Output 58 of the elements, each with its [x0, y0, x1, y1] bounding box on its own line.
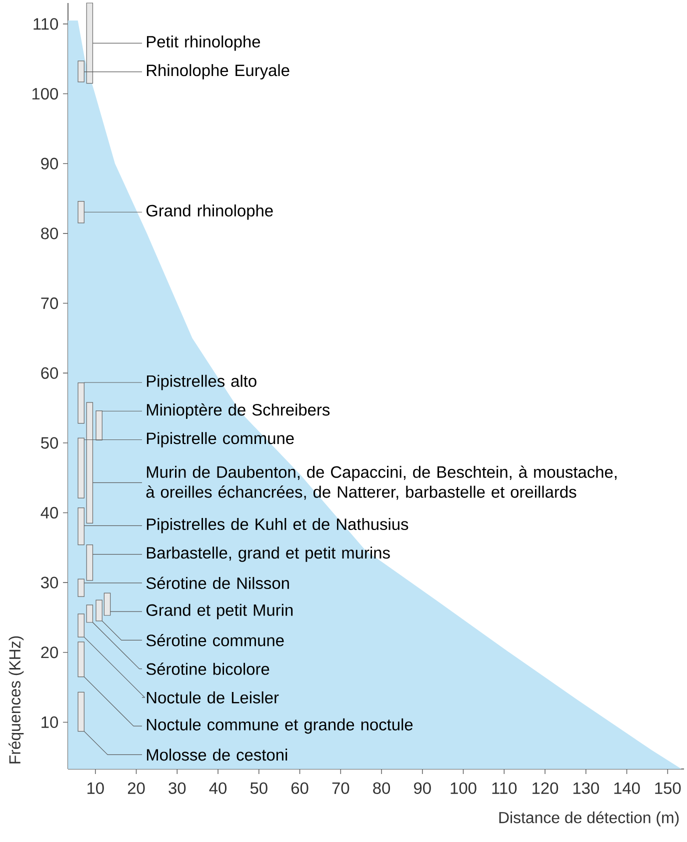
- y-tick-label: 80: [41, 228, 58, 240]
- bar: [78, 201, 84, 224]
- bar: [78, 692, 84, 732]
- text: Noctule commune et grande noctule: [146, 718, 413, 734]
- y-tick-label: 60: [41, 367, 58, 379]
- y-tick-label: 30: [40, 576, 58, 588]
- text: Noctule de Leisler: [146, 691, 279, 704]
- bar: [86, 2, 94, 84]
- y-tick-label: 50: [41, 437, 58, 449]
- bar: [86, 402, 94, 524]
- x-tick-label: 100: [450, 782, 476, 794]
- x-tick-label: 120: [532, 782, 558, 794]
- legend-label: Grand et petit Murin: [146, 604, 293, 620]
- x-tick-label: 70: [332, 782, 350, 794]
- y-tick-label: 70: [41, 297, 58, 310]
- y-axis-title: Fréquences (KHz): [8, 636, 24, 764]
- bar: [86, 604, 94, 623]
- x-axis-title: Distance de détection (m): [499, 811, 679, 826]
- legend-label: Sérotine commune: [146, 634, 284, 646]
- legend-label: Barbastelle, grand et petit murins: [146, 546, 390, 562]
- x-tick-label: 50: [250, 782, 268, 794]
- y-tick-label: 20: [41, 646, 58, 658]
- bar: [78, 382, 84, 424]
- legend-label: Petit rhinolophe: [146, 35, 260, 51]
- x-tick-label: 140: [614, 782, 640, 794]
- legend-label: Pipistrelles alto: [146, 374, 256, 390]
- bar: [78, 508, 84, 546]
- text: Molosse de cestoni: [146, 748, 288, 761]
- legend-label: Grand rhinolophe: [146, 204, 273, 220]
- x-tick-label: 150: [655, 782, 681, 794]
- bar: [78, 642, 84, 678]
- legend-label: Rhinolophe Euryale: [146, 64, 290, 80]
- legend-label: Pipistrelle commune: [146, 432, 294, 448]
- x-tick-label: 40: [209, 782, 227, 794]
- x-tick-label: 10: [87, 782, 104, 794]
- x-tick-label: 90: [414, 782, 431, 794]
- x-tick-label: 60: [291, 782, 308, 794]
- y-tick-label: 10: [42, 716, 58, 728]
- x-tick-label: 80: [373, 782, 390, 794]
- legend-label: Sérotine de Nilsson: [146, 576, 289, 590]
- x-tick-label: 130: [573, 782, 599, 794]
- y-tick-label: 110: [34, 18, 58, 30]
- x-tick-label: 110: [492, 782, 517, 794]
- bar: [78, 578, 84, 597]
- y-tick-label: 40: [40, 506, 58, 519]
- legend-label: Pipistrelles de Kuhl et de Nathusius: [146, 518, 408, 534]
- legend-label: Murin de Daubenton, de Capaccini, de Beschtein, à moustache, à oreilles échancrées, de Natterer, barbastelle et oreillards: [146, 466, 616, 500]
- y-tick-label: 90: [41, 158, 58, 170]
- bar: [78, 60, 84, 82]
- bar: [96, 410, 102, 440]
- x-tick-label: 30: [168, 782, 186, 794]
- bar: [78, 438, 84, 498]
- bar: [78, 614, 84, 638]
- bar: [86, 544, 94, 581]
- text: Sérotine bicolore: [146, 662, 270, 675]
- y-tick-label: 100: [32, 88, 58, 100]
- x-tick-label: 20: [128, 782, 145, 794]
- legend-label: Minioptère de Schreibers: [146, 403, 330, 419]
